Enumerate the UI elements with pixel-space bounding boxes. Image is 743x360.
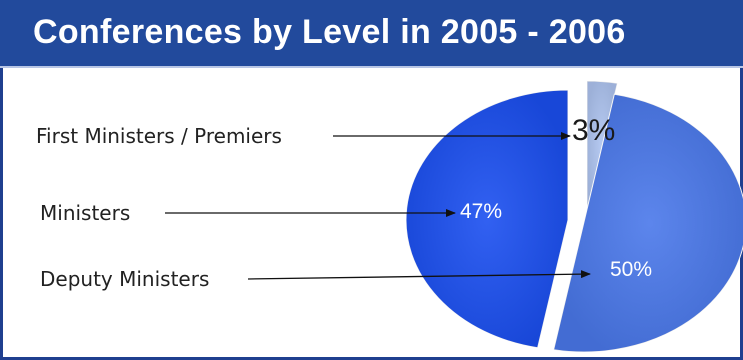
title-bar: Conferences by Level in 2005 - 2006 [0, 0, 743, 68]
chart-title: Conferences by Level in 2005 - 2006 [33, 13, 626, 51]
category-label-deputy-ministers: Deputy Ministers [40, 267, 209, 291]
arrow-deputy-ministers [247, 270, 591, 280]
slice-deputy-ministers-shading [553, 94, 743, 352]
value-label-deputy-ministers: 50% [610, 258, 652, 281]
pie-labels: 3% 47% 50% First Ministers / Premiers Minist… [36, 114, 652, 291]
category-label-ministers: Ministers [40, 201, 130, 225]
category-label-first-ministers: First Ministers / Premiers [36, 124, 282, 148]
slice-ministers-shading [405, 90, 568, 348]
pie-slices [405, 80, 743, 353]
value-label-first-ministers: 3% [572, 114, 615, 147]
value-label-ministers: 47% [460, 200, 502, 223]
